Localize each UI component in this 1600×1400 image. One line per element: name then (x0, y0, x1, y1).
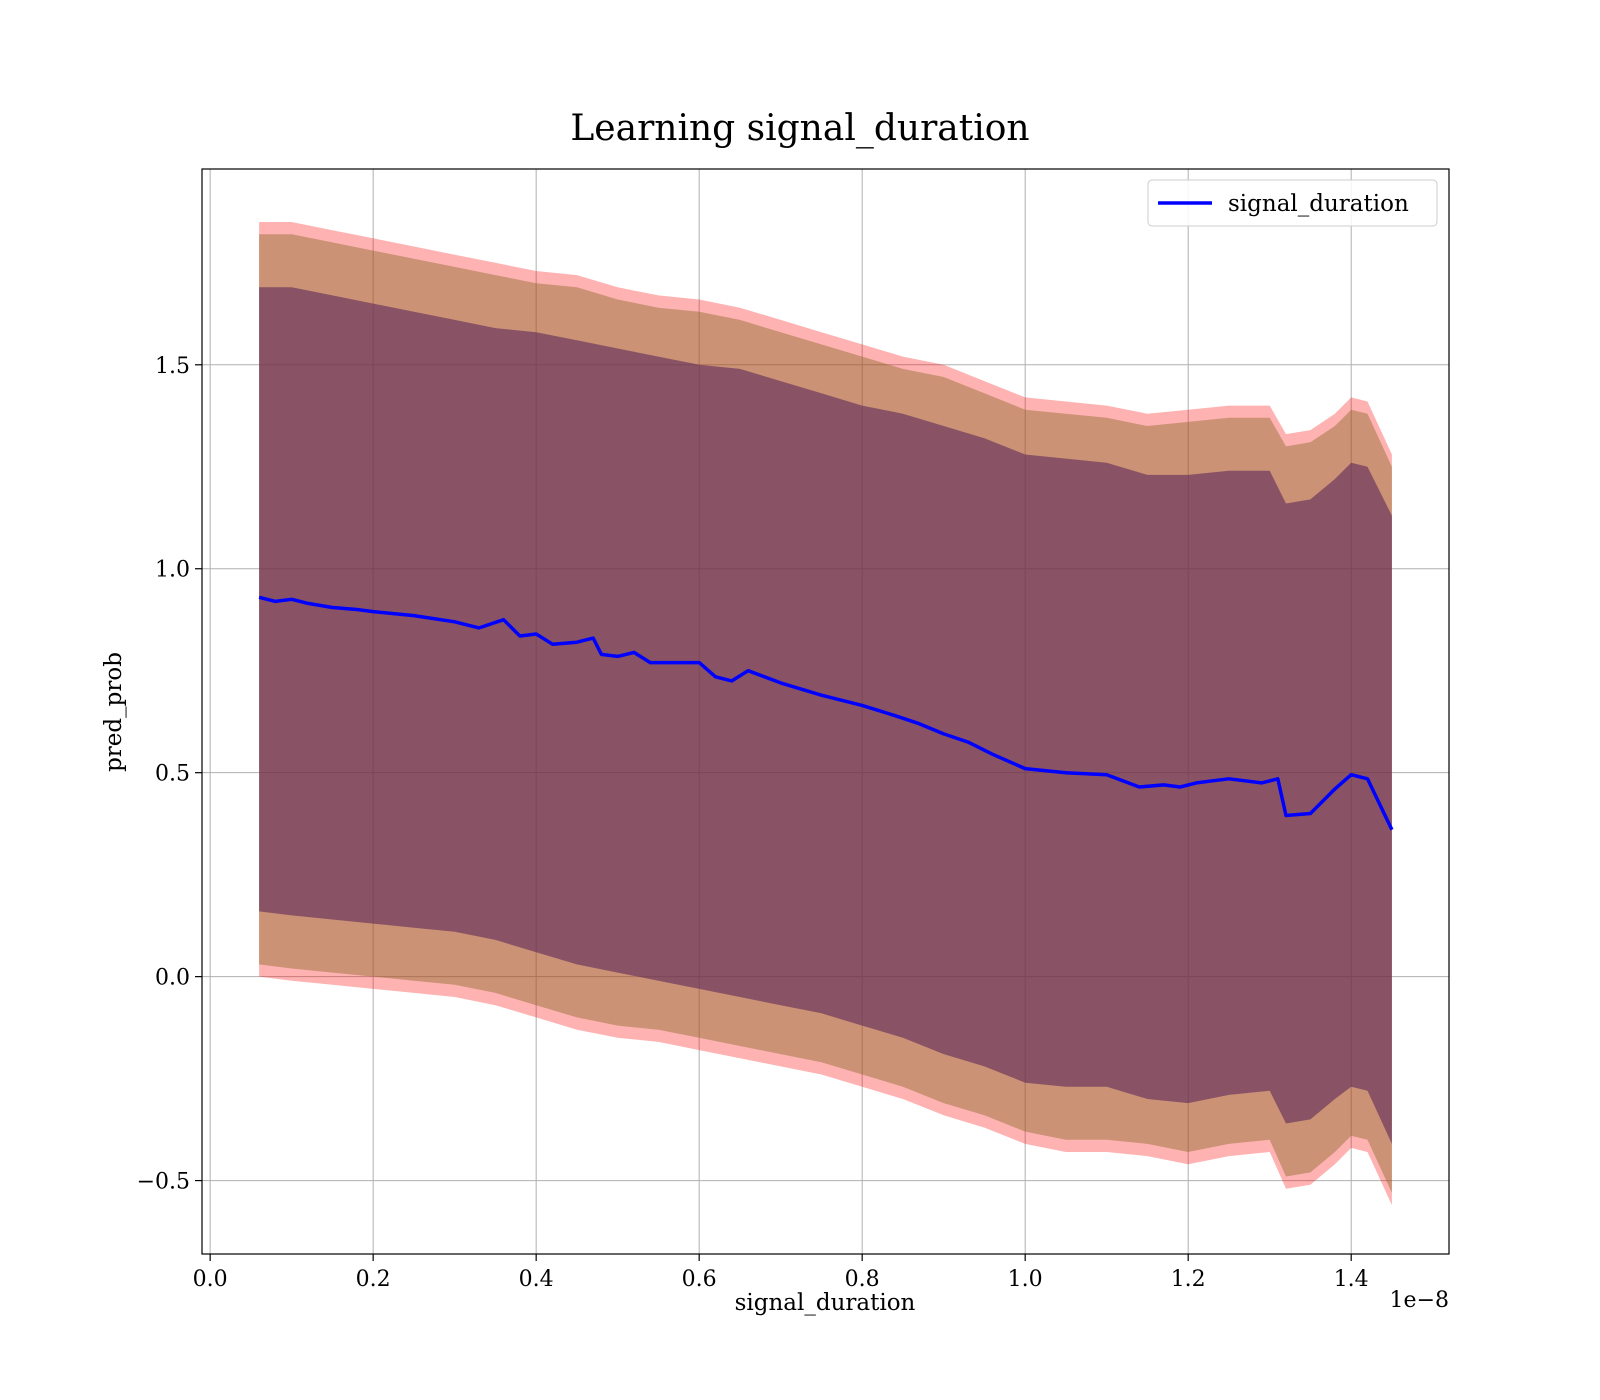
x-offset-text: 1e−8 (1390, 1288, 1449, 1313)
legend-box (1147, 179, 1438, 227)
y-axis-label: pred_prob (101, 652, 127, 772)
y-tick-label: 1.5 (155, 354, 190, 379)
x-tick-label: 1.4 (1334, 1267, 1369, 1292)
series-line-signal-duration (258, 595, 1394, 831)
x-tick-label: 0.6 (682, 1267, 717, 1292)
series-lines (258, 595, 1394, 831)
legend-entry: signal_duration (1228, 191, 1409, 217)
y-tick-label: 0.5 (155, 762, 190, 787)
x-tick-label: 1.2 (1171, 1267, 1206, 1292)
y-tick-label: 0.0 (155, 966, 190, 991)
x-tick-label: 0.8 (845, 1267, 880, 1292)
y-tick-label: −0.5 (137, 1170, 190, 1195)
x-axis-label: signal_duration (735, 1290, 916, 1316)
band-inner (259, 287, 1392, 1144)
legend: signal_duration (1147, 179, 1438, 227)
chart-title: Learning signal_duration (570, 108, 1029, 149)
x-tick-label: 0.4 (519, 1267, 554, 1292)
y-tick-label: 1.0 (155, 558, 190, 583)
confidence-bands (259, 222, 1392, 1206)
plot-frame (201, 168, 1450, 1255)
x-tick-label: 0.0 (193, 1267, 228, 1292)
axis-ticks: 0.0 0.2 0.4 0.6 0.8 1.0 1.2 1.4 −0.5 0.0 0.5 1.0 1.5 (137, 354, 1369, 1292)
x-tick-label: 0.2 (356, 1267, 391, 1292)
x-tick-label: 1.0 (1008, 1267, 1043, 1292)
